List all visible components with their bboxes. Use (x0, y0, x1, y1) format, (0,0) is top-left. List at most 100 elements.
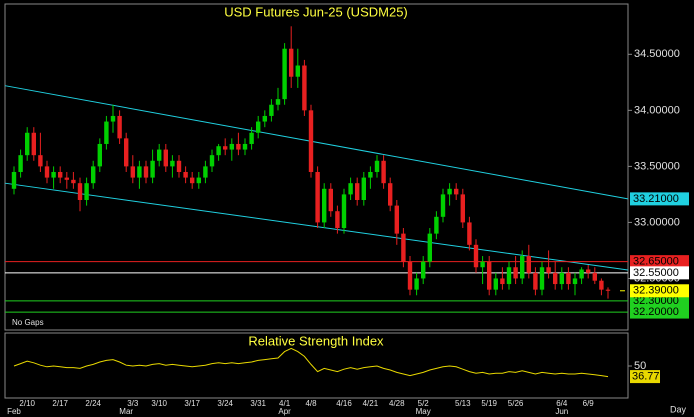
candle-body (64, 177, 69, 180)
note: No Gaps (12, 318, 44, 327)
x-tick-label: 4/21 (363, 399, 379, 408)
candle-body (229, 143, 234, 150)
x-tick-label: 6/4 (556, 399, 568, 408)
candle-body (605, 289, 611, 291)
candle-body (394, 205, 399, 234)
candle-body (546, 267, 551, 273)
candle-body (97, 143, 102, 167)
price-label: 32.65000 (633, 256, 679, 268)
candle-body (506, 267, 512, 285)
candle-body (84, 183, 89, 200)
candle-body (407, 261, 413, 290)
candle-body (579, 269, 584, 279)
price-label: 32.39000 (633, 285, 679, 297)
candle-body (348, 183, 353, 195)
x-tick-label: 3/31 (250, 399, 266, 408)
candle-body (38, 155, 43, 167)
candle-body (467, 222, 472, 245)
candle-body (460, 194, 465, 223)
candle-body (414, 278, 419, 290)
candle-body (553, 272, 558, 285)
candle-body (500, 278, 505, 285)
candle-body (599, 280, 604, 290)
candle-body (242, 143, 248, 150)
candle-body (421, 261, 426, 279)
candle-body (110, 115, 116, 122)
rsi-label-box (630, 370, 660, 384)
candle-body (440, 194, 446, 217)
rsi-title: Relative Strength Index (248, 333, 384, 348)
x-tick-label: 3/10 (151, 399, 167, 408)
candle-body (77, 183, 83, 200)
candle-body (71, 179, 76, 184)
y-tick-label: 34.50000 (634, 48, 680, 60)
candle-body (493, 278, 498, 290)
candle-body (190, 177, 195, 184)
x-tick-label: 5/19 (481, 399, 497, 408)
candle-body (559, 272, 564, 285)
candle-body (480, 261, 485, 268)
candle-body (295, 65, 300, 77)
x-tick-label: 6/9 (583, 399, 595, 408)
candle-body (130, 166, 135, 178)
price-label-box (630, 192, 689, 206)
x-tick-label: 2/10 (19, 399, 35, 408)
candle-body (256, 121, 261, 133)
candle-body (533, 272, 538, 290)
y-tick-label: 50 (634, 360, 646, 372)
candle-body (322, 188, 327, 223)
candle-body (25, 132, 30, 156)
candle-body (355, 183, 360, 200)
candle-body (157, 149, 162, 161)
x-tick-label: 3/24 (217, 399, 233, 408)
candle-body (18, 155, 23, 172)
candle-body (586, 269, 591, 273)
price-label-box (630, 294, 689, 308)
month-label: Feb (7, 407, 21, 416)
y-tick-label: 33.00000 (634, 216, 680, 228)
y-tick-label: 33.50000 (634, 160, 680, 172)
candle-body (315, 171, 320, 223)
candle-body (434, 216, 439, 234)
candle-body (150, 160, 155, 178)
candle-body (572, 278, 578, 285)
chart-title: USD Futures Jun-25 (USDM25) (224, 4, 408, 19)
x-tick-label: 2/17 (52, 399, 68, 408)
candle-body (58, 171, 63, 178)
month-label: May (416, 407, 431, 416)
price-label: 32.20000 (633, 306, 679, 318)
candle-body (341, 194, 347, 229)
candle-body (117, 115, 122, 139)
x-tick-label: 5/2 (418, 399, 430, 408)
x-tick-label: 4/1 (279, 399, 291, 408)
candle-body (183, 171, 188, 178)
candle-body (566, 272, 571, 285)
candle-body (381, 160, 386, 184)
x-tick-label: 4/8 (305, 399, 317, 408)
x-tick-label: 4/16 (336, 399, 352, 408)
candle-body (539, 267, 545, 290)
trend-line (4, 85, 629, 200)
price-label-box (630, 266, 689, 280)
x-label: Day (670, 404, 687, 414)
candle-body (275, 99, 281, 105)
price-label-box (630, 284, 689, 298)
candle-body (216, 146, 221, 156)
candle-body (91, 166, 96, 184)
candle-body (282, 48, 287, 100)
candle-body (427, 233, 432, 262)
candle-body (31, 132, 36, 156)
candle-body (176, 160, 182, 172)
candle-body (473, 244, 479, 268)
x-tick-label: 3/17 (184, 399, 200, 408)
candle-body (487, 261, 492, 290)
candle-body (447, 188, 452, 195)
month-label: Mar (119, 407, 133, 416)
candle-body (328, 188, 333, 212)
candle-body (236, 143, 241, 150)
x-tick-label: 5/26 (508, 399, 524, 408)
x-tick-label: 5/13 (455, 399, 471, 408)
candle-body (308, 110, 314, 172)
